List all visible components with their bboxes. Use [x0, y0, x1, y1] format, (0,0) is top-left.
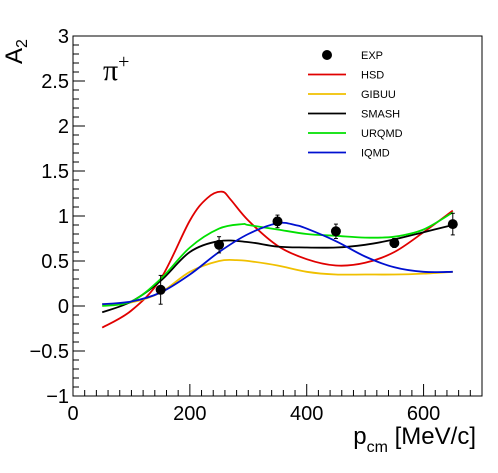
y-tick-label: 2.5 — [41, 71, 69, 93]
y-axis-title: A2 — [1, 39, 31, 64]
y-tick-label: 2 — [58, 116, 69, 138]
x-tick-label: 0 — [67, 403, 78, 425]
exp-marker — [155, 284, 166, 295]
x-axis-unit: [MeV/c] — [388, 423, 476, 450]
x-tick-label: 400 — [290, 403, 323, 425]
exp-marker — [330, 226, 341, 237]
exp-point — [447, 212, 458, 236]
legend-label: SMASH — [361, 109, 400, 121]
exp-point — [389, 238, 400, 248]
y-tick-label: 1 — [58, 206, 69, 228]
x-tick-label: 600 — [407, 403, 440, 425]
x-axis-title: pcm [MeV/c] — [353, 423, 476, 456]
legend-label: IQMD — [361, 148, 390, 160]
legend-entry-urqmd: URQMD — [308, 128, 403, 140]
exp-point — [155, 274, 166, 305]
legend-label: HSD — [361, 70, 384, 82]
legend-marker — [322, 50, 332, 60]
exp-point — [214, 236, 225, 254]
particle-annotation: π+ — [103, 51, 129, 87]
y-tick-label: 1.5 — [41, 161, 69, 183]
exp-marker — [272, 216, 283, 227]
y-tick-label: −0.5 — [30, 341, 69, 363]
axis-ticks — [72, 35, 483, 397]
series-line-hsd — [101, 190, 454, 329]
y-axis-main: A — [1, 48, 28, 64]
experiment-points — [155, 212, 458, 305]
x-axis-main: p — [353, 423, 366, 450]
exp-point — [272, 214, 283, 229]
legend: EXP HSD GIBUU SMASH URQMD IQMD — [308, 50, 403, 160]
legend-entry-smash: SMASH — [308, 109, 400, 121]
y-axis-sub: 2 — [14, 39, 31, 48]
particle-charge: + — [118, 51, 129, 73]
legend-entry-hsd: HSD — [308, 70, 384, 82]
y-tick-label: 0.5 — [41, 251, 69, 273]
exp-marker — [447, 219, 458, 230]
x-tick-label: 200 — [173, 403, 206, 425]
legend-label: EXP — [361, 50, 383, 62]
y-tick-label: −1 — [46, 386, 69, 408]
legend-entry-exp: EXP — [322, 50, 383, 62]
legend-label: URQMD — [361, 128, 403, 140]
x-axis-sub: cm — [367, 439, 388, 456]
legend-entry-gibuu: GIBUU — [308, 89, 396, 101]
legend-entry-iqmd: IQMD — [308, 148, 390, 160]
series-line-urqmd — [102, 211, 454, 307]
exp-marker — [389, 238, 400, 248]
y-tick-label: 3 — [58, 26, 69, 48]
exp-point — [330, 223, 341, 239]
legend-label: GIBUU — [361, 89, 396, 101]
exp-marker — [214, 239, 225, 250]
y-tick-label: 0 — [58, 296, 69, 318]
tick-labels: −1 −0.5 0 0.5 1 1.5 2 2.5 3 0 200 400 600 — [30, 26, 441, 425]
